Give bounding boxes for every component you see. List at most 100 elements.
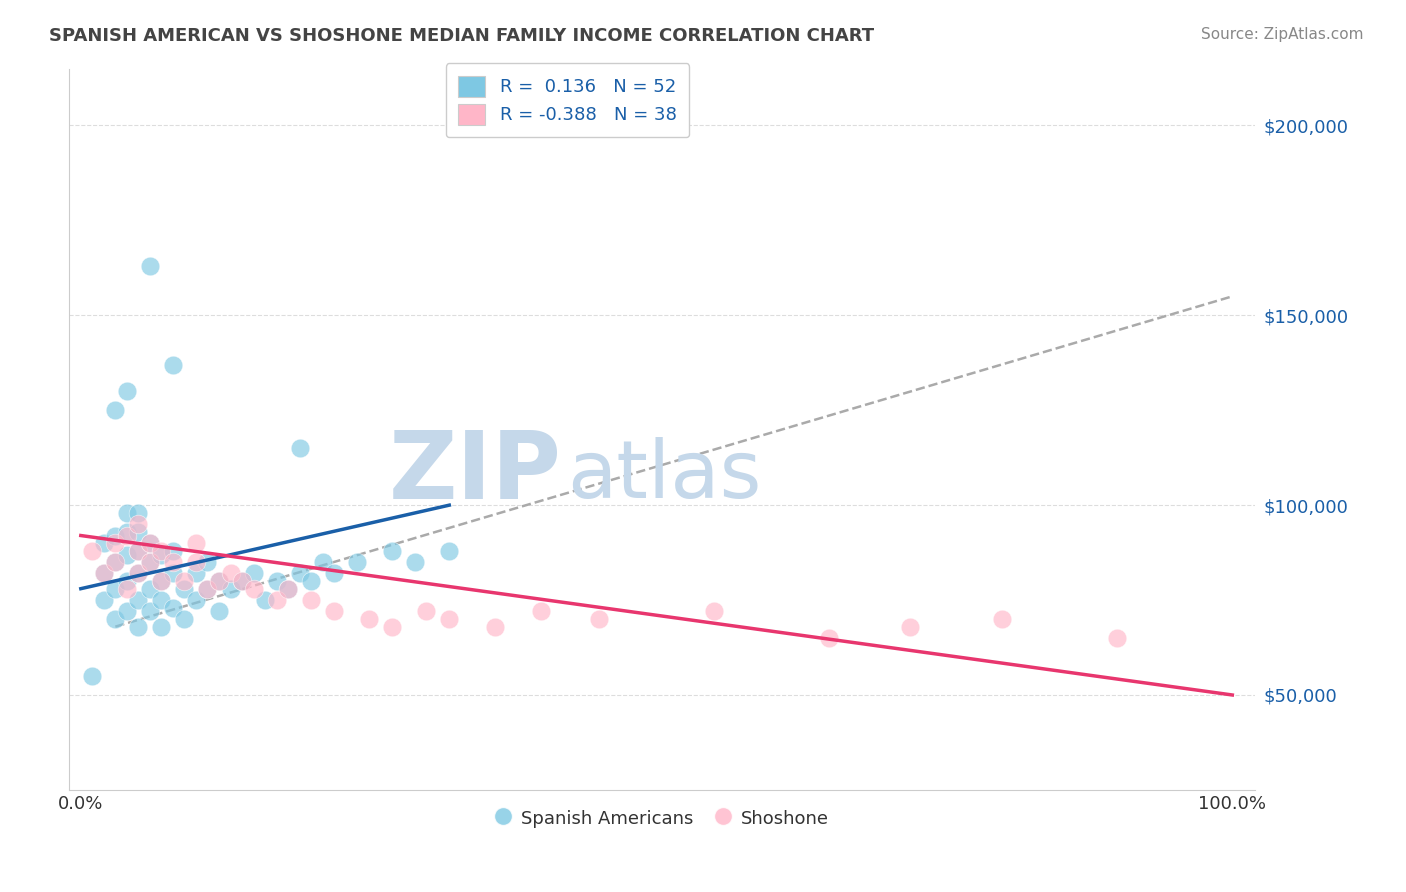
Point	[162, 600, 184, 615]
Point	[139, 259, 162, 273]
Point	[127, 506, 149, 520]
Point	[323, 604, 346, 618]
Point	[93, 536, 115, 550]
Point	[219, 582, 242, 596]
Point	[127, 566, 149, 581]
Point	[404, 555, 426, 569]
Point	[139, 604, 162, 618]
Point	[323, 566, 346, 581]
Point	[439, 543, 461, 558]
Point	[127, 566, 149, 581]
Point	[104, 582, 127, 596]
Point	[139, 582, 162, 596]
Point	[115, 528, 138, 542]
Point	[162, 555, 184, 569]
Point	[115, 506, 138, 520]
Point	[104, 536, 127, 550]
Point	[184, 536, 207, 550]
Point	[139, 555, 162, 569]
Point	[530, 604, 553, 618]
Point	[127, 543, 149, 558]
Point	[346, 555, 368, 569]
Point	[898, 620, 921, 634]
Point	[82, 669, 104, 683]
Point	[197, 555, 219, 569]
Point	[415, 604, 437, 618]
Point	[173, 574, 195, 588]
Point	[139, 555, 162, 569]
Point	[93, 566, 115, 581]
Point	[299, 574, 322, 588]
Point	[115, 384, 138, 399]
Point	[104, 528, 127, 542]
Point	[184, 555, 207, 569]
Point	[1107, 631, 1129, 645]
Legend: Spanish Americans, Shoshone: Spanish Americans, Shoshone	[489, 801, 835, 835]
Point	[104, 555, 127, 569]
Point	[219, 566, 242, 581]
Point	[115, 524, 138, 539]
Point	[127, 524, 149, 539]
Point	[288, 566, 311, 581]
Point	[82, 543, 104, 558]
Point	[150, 543, 173, 558]
Point	[162, 543, 184, 558]
Point	[104, 403, 127, 417]
Point	[231, 574, 253, 588]
Point	[115, 548, 138, 562]
Point	[184, 566, 207, 581]
Point	[162, 566, 184, 581]
Text: SPANISH AMERICAN VS SHOSHONE MEDIAN FAMILY INCOME CORRELATION CHART: SPANISH AMERICAN VS SHOSHONE MEDIAN FAMI…	[49, 27, 875, 45]
Point	[991, 612, 1014, 626]
Point	[127, 517, 149, 532]
Point	[242, 582, 264, 596]
Point	[104, 612, 127, 626]
Point	[266, 593, 288, 607]
Point	[818, 631, 841, 645]
Point	[311, 555, 333, 569]
Point	[208, 574, 231, 588]
Point	[197, 582, 219, 596]
Point	[127, 593, 149, 607]
Point	[208, 574, 231, 588]
Point	[184, 593, 207, 607]
Point	[242, 566, 264, 581]
Point	[197, 582, 219, 596]
Point	[162, 358, 184, 372]
Point	[150, 548, 173, 562]
Point	[127, 543, 149, 558]
Text: ZIP: ZIP	[388, 426, 561, 518]
Point	[173, 612, 195, 626]
Point	[104, 555, 127, 569]
Point	[231, 574, 253, 588]
Point	[127, 620, 149, 634]
Point	[439, 612, 461, 626]
Point	[150, 620, 173, 634]
Point	[277, 582, 299, 596]
Point	[115, 604, 138, 618]
Point	[299, 593, 322, 607]
Point	[277, 582, 299, 596]
Point	[208, 604, 231, 618]
Point	[139, 536, 162, 550]
Point	[93, 566, 115, 581]
Point	[381, 620, 404, 634]
Point	[115, 574, 138, 588]
Point	[381, 543, 404, 558]
Point	[173, 582, 195, 596]
Point	[150, 574, 173, 588]
Point	[288, 441, 311, 455]
Point	[254, 593, 277, 607]
Point	[139, 536, 162, 550]
Point	[588, 612, 610, 626]
Point	[150, 574, 173, 588]
Point	[93, 593, 115, 607]
Text: Source: ZipAtlas.com: Source: ZipAtlas.com	[1201, 27, 1364, 42]
Point	[266, 574, 288, 588]
Point	[703, 604, 725, 618]
Point	[150, 593, 173, 607]
Point	[357, 612, 380, 626]
Text: atlas: atlas	[568, 437, 762, 515]
Point	[484, 620, 506, 634]
Point	[115, 582, 138, 596]
